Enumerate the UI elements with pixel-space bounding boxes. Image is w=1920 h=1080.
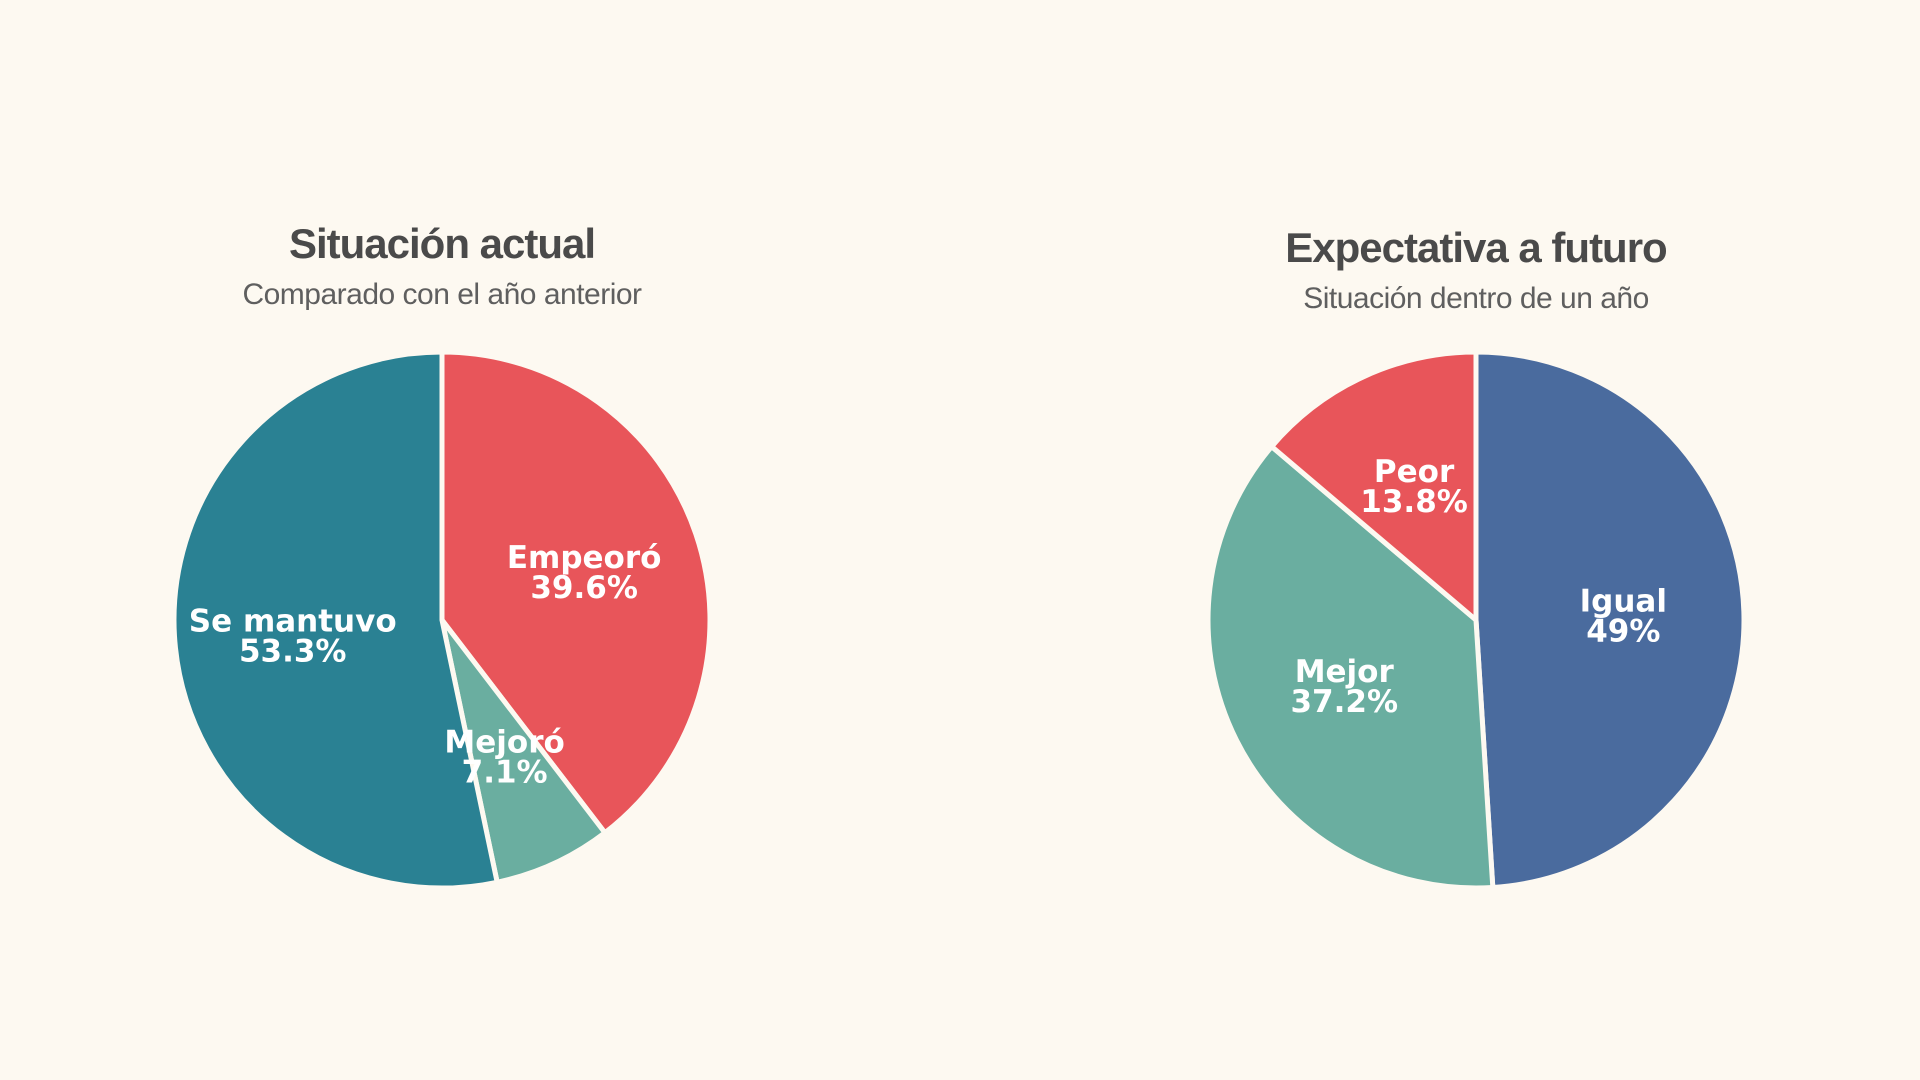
chart-subtitle: Comparado con el año anterior (242, 278, 642, 311)
slice-label-empeoro: Empeoró (507, 540, 662, 576)
slice-label-peor: Peor (1374, 454, 1455, 490)
slice-label-mejoro: Mejoró (444, 724, 564, 760)
chart-title: Situación actual (288, 220, 596, 267)
slice-value-igual: 49% (1586, 613, 1660, 649)
chart-title: Expectativa a futuro (1285, 224, 1667, 271)
slice-value-peor: 13.8% (1360, 484, 1468, 520)
slice-value-empeoro: 39.6% (530, 570, 638, 606)
slice-label-mejor: Mejor (1295, 654, 1395, 690)
pie-slice-igual (1473, 349, 1747, 890)
slice-value-se-mantuvo: 53.3% (239, 634, 347, 670)
pie-slice-peor (1269, 349, 1479, 623)
slice-label-igual: Igual (1580, 583, 1667, 619)
chart-panel-expectativa-futuro: Expectativa a futuro Situación dentro de… (1126, 200, 1826, 920)
pie-slice-mejor (1205, 444, 1496, 891)
chart-panel-situacion-actual: Situación actual Comparado con el año an… (92, 200, 792, 920)
slice-value-mejoro: 7.1% (462, 754, 548, 790)
chart-subtitle: Situación dentro de un año (1303, 282, 1649, 315)
pie-slice-empeoro (439, 349, 713, 836)
slice-label-se-mantuvo: Se mantuvo (189, 604, 397, 640)
slice-value-mejor: 37.2% (1290, 684, 1398, 720)
pie-slice-se-mantuvo (171, 349, 500, 891)
